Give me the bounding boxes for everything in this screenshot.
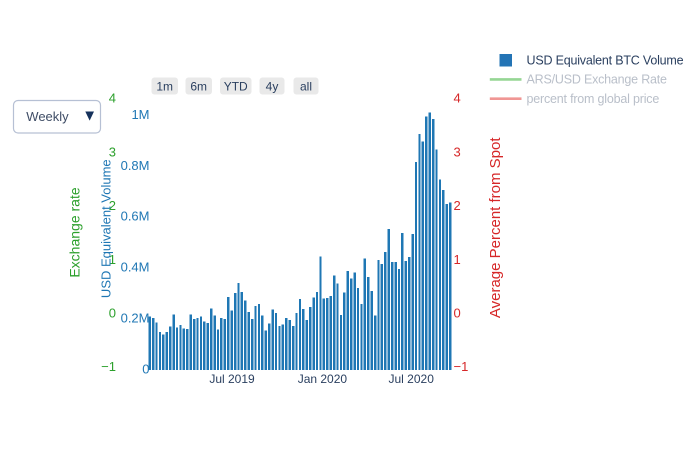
svg-text:2: 2	[454, 198, 461, 213]
svg-text:4: 4	[454, 91, 461, 106]
svg-text:USD Equivalent Volume: USD Equivalent Volume	[99, 159, 114, 298]
svg-text:1: 1	[109, 252, 116, 267]
svg-text:3: 3	[454, 144, 461, 159]
svg-text:0: 0	[142, 361, 149, 376]
svg-text:0.8M: 0.8M	[121, 158, 150, 173]
svg-text:Jan 2020: Jan 2020	[298, 372, 348, 386]
svg-text:3: 3	[109, 144, 116, 159]
svg-text:2: 2	[109, 198, 116, 213]
svg-text:Jul 2019: Jul 2019	[209, 372, 255, 386]
svg-text:0.2M: 0.2M	[121, 311, 150, 326]
svg-text:1m: 1m	[156, 79, 173, 93]
svg-text:0: 0	[454, 306, 461, 321]
svg-text:YTD: YTD	[224, 79, 248, 93]
svg-text:4: 4	[109, 91, 116, 106]
svg-text:ARS/USD Exchange Rate: ARS/USD Exchange Rate	[527, 72, 668, 86]
svg-text:0.4M: 0.4M	[121, 260, 150, 275]
svg-text:Jul 2020: Jul 2020	[389, 372, 435, 386]
svg-text:4y: 4y	[266, 79, 279, 93]
svg-text:−1: −1	[454, 359, 469, 374]
svg-text:0: 0	[109, 306, 116, 321]
svg-text:all: all	[300, 79, 312, 93]
svg-text:−1: −1	[101, 359, 116, 374]
svg-text:USD Equivalent BTC Volume: USD Equivalent BTC Volume	[527, 53, 684, 67]
svg-text:1M: 1M	[131, 107, 149, 122]
svg-text:1: 1	[454, 252, 461, 267]
svg-text:Weekly: Weekly	[26, 109, 69, 124]
svg-text:6m: 6m	[190, 79, 207, 93]
svg-text:percent from global price: percent from global price	[527, 92, 660, 106]
svg-text:0.6M: 0.6M	[121, 209, 150, 224]
svg-text:Exchange rate: Exchange rate	[67, 187, 83, 277]
svg-text:Average Percent from Spot: Average Percent from Spot	[487, 137, 504, 318]
